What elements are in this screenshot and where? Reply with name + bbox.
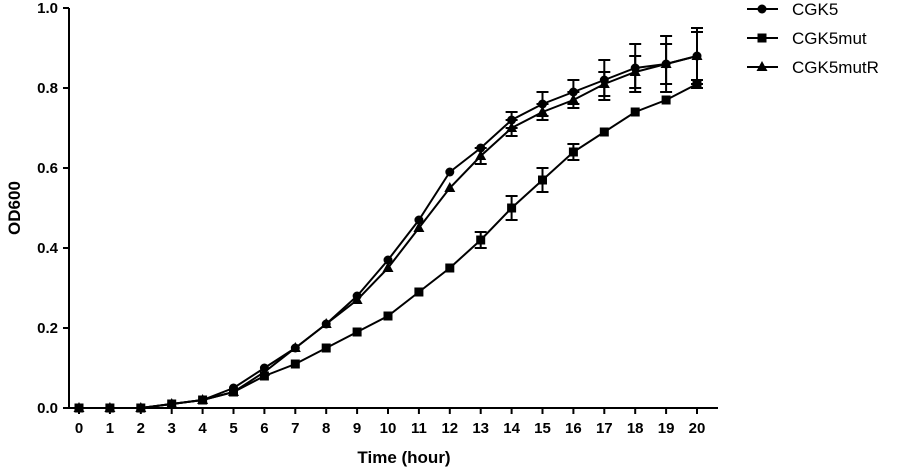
legend-marker xyxy=(757,33,767,43)
series-line xyxy=(79,55,698,409)
x-tick-label: 8 xyxy=(322,420,330,437)
data-point xyxy=(166,398,178,408)
legend-marker xyxy=(756,61,768,71)
legend-label: CGK5mutR xyxy=(792,58,879,77)
x-tick-label: 0 xyxy=(75,420,83,437)
x-tick-label: 12 xyxy=(441,420,458,437)
data-point xyxy=(320,318,332,328)
x-tick-label: 10 xyxy=(380,420,397,437)
legend-label: CGK5 xyxy=(792,0,838,19)
y-tick-label: 0.2 xyxy=(37,320,58,337)
y-tick-label: 0.4 xyxy=(37,240,59,257)
data-point xyxy=(414,287,424,297)
data-point xyxy=(197,394,209,404)
data-point xyxy=(629,66,641,76)
y-tick-label: 0.8 xyxy=(37,80,58,97)
data-point xyxy=(692,79,702,89)
x-tick-label: 1 xyxy=(106,420,114,437)
x-tick-label: 18 xyxy=(627,420,644,437)
legend-item: CGK5 xyxy=(747,0,838,19)
series-cgk5mutr xyxy=(73,31,703,412)
series-layer xyxy=(73,27,703,413)
x-tick-label: 16 xyxy=(565,420,582,437)
data-point xyxy=(351,294,363,304)
data-point xyxy=(258,366,270,376)
data-point xyxy=(445,263,455,273)
data-point xyxy=(383,255,393,265)
data-point xyxy=(413,222,425,232)
data-point xyxy=(537,106,548,116)
x-tick-label: 9 xyxy=(353,420,361,437)
y-axis-title: OD600 xyxy=(5,181,24,235)
series-cgk5 xyxy=(74,27,703,413)
data-point xyxy=(445,167,455,177)
data-point xyxy=(414,215,424,225)
data-point xyxy=(382,262,394,272)
data-point xyxy=(476,235,486,245)
x-tick-label: 13 xyxy=(472,420,489,437)
legend-marker xyxy=(757,4,767,14)
data-point xyxy=(383,311,393,321)
x-tick-label: 5 xyxy=(229,420,237,437)
data-point xyxy=(73,402,85,412)
x-tick-label: 20 xyxy=(689,420,706,437)
data-point xyxy=(507,203,517,213)
y-tick-label: 1.0 xyxy=(37,0,58,17)
series-cgk5mut xyxy=(74,79,703,413)
data-point xyxy=(444,182,456,192)
x-tick-label: 7 xyxy=(291,420,299,437)
x-tick-label: 4 xyxy=(198,420,207,437)
x-tick-label: 19 xyxy=(658,420,675,437)
data-point xyxy=(104,402,116,412)
x-tick-label: 2 xyxy=(137,420,145,437)
x-tick-label: 3 xyxy=(168,420,176,437)
data-point xyxy=(630,107,640,117)
data-point xyxy=(290,359,300,369)
x-tick-label: 6 xyxy=(260,420,268,437)
data-point xyxy=(599,127,609,137)
legend-item: CGK5mut xyxy=(747,29,867,48)
legend: CGK5 CGK5mut CGK5mutR xyxy=(747,0,879,77)
data-point xyxy=(691,50,703,60)
x-tick-label: 14 xyxy=(503,420,520,437)
legend-label: CGK5mut xyxy=(792,29,867,48)
x-tick-label: 17 xyxy=(596,420,613,437)
y-tick-label: 0.0 xyxy=(37,400,58,417)
data-point xyxy=(321,343,331,353)
x-tick-label: 15 xyxy=(534,420,551,437)
data-point xyxy=(228,386,239,396)
data-point xyxy=(506,122,518,132)
data-point xyxy=(568,147,578,157)
x-tick-label: 11 xyxy=(411,420,427,437)
data-point xyxy=(538,175,547,185)
data-point xyxy=(352,327,362,337)
data-point xyxy=(289,342,301,352)
data-point xyxy=(475,150,487,160)
legend-item: CGK5mutR xyxy=(747,58,879,77)
data-point xyxy=(135,402,147,412)
data-point xyxy=(661,95,671,105)
y-tick-label: 0.6 xyxy=(37,160,58,177)
series-line xyxy=(79,55,698,409)
data-point xyxy=(567,94,579,104)
axes: 0 1 2 3 4 5 6 7 8 9 10 11 12 13 14 15 16 17 18 19 200.00.20.… xyxy=(37,0,718,437)
x-axis-title: Time (hour) xyxy=(357,448,450,467)
data-point xyxy=(660,58,672,68)
data-point xyxy=(598,78,610,88)
